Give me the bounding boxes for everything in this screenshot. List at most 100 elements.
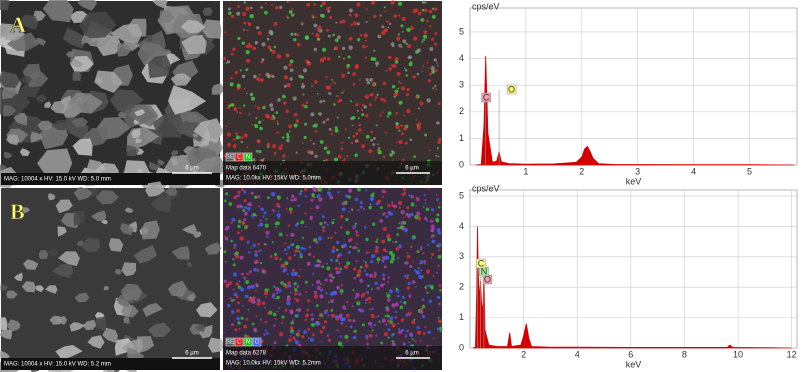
map-dot	[438, 302, 441, 306]
map-dot	[382, 273, 386, 277]
map-dot	[310, 322, 315, 327]
map-dot	[402, 158, 405, 161]
map-dot	[391, 150, 394, 153]
map-dot	[359, 278, 364, 283]
map-dot	[322, 56, 327, 60]
map-dot	[234, 194, 238, 198]
map-dot	[403, 192, 406, 196]
map-dot	[357, 208, 360, 211]
particle	[124, 207, 134, 213]
map-dot	[292, 319, 295, 322]
map-dot	[265, 72, 270, 77]
map-dot	[439, 288, 442, 292]
map-dot	[339, 289, 344, 293]
map-dot	[258, 120, 262, 125]
particle	[196, 302, 218, 318]
map-dot	[404, 141, 408, 145]
map-dot	[405, 228, 408, 230]
map-dot	[300, 75, 304, 79]
map-dot	[385, 323, 388, 326]
map-dot	[370, 138, 374, 142]
map-dot	[295, 309, 298, 312]
y-tick-label: 3	[459, 251, 464, 261]
map-dot	[264, 223, 269, 228]
particle	[71, 59, 83, 68]
map-dot	[311, 32, 314, 35]
map-dot	[326, 6, 330, 11]
map-dot	[356, 109, 359, 112]
map-dot	[410, 212, 414, 216]
peak-label: C	[478, 258, 485, 268]
map-dot	[384, 314, 387, 317]
map-dot	[436, 62, 439, 64]
map-dot	[382, 155, 386, 159]
map-dot	[337, 35, 341, 40]
map-dot	[294, 223, 298, 227]
map-dot	[305, 101, 309, 104]
particle	[95, 190, 120, 205]
map-dot	[341, 202, 346, 206]
map-dot	[232, 272, 238, 277]
map-dot	[420, 307, 424, 311]
map-dot	[301, 335, 305, 339]
map-dot	[240, 140, 243, 144]
map-dot	[379, 219, 383, 223]
map-image	[223, 187, 443, 371]
particle	[14, 272, 23, 282]
map-dot	[297, 290, 299, 293]
map-dot	[276, 131, 279, 134]
map-dot	[273, 151, 277, 155]
map-dot	[322, 325, 326, 330]
map-dot	[339, 313, 343, 317]
map-dot	[406, 254, 411, 259]
map-dot	[391, 44, 395, 48]
map-dot	[304, 318, 307, 321]
map-dot	[406, 27, 411, 32]
map-dot	[246, 146, 249, 149]
particle	[21, 281, 36, 293]
map-dot	[294, 297, 297, 300]
map-dot	[313, 196, 316, 199]
map-dot	[322, 99, 326, 103]
map-dot	[293, 282, 297, 286]
map-dot	[356, 22, 360, 26]
map-dot	[434, 42, 438, 46]
map-dot	[425, 269, 431, 274]
map-dot	[275, 5, 279, 10]
y-tick-label: 1	[459, 312, 464, 322]
map-dot	[381, 259, 385, 263]
particle	[73, 186, 93, 201]
map-dot	[421, 0, 426, 4]
map-dot	[341, 19, 346, 24]
map-dot	[267, 45, 272, 50]
map-dot	[232, 263, 236, 267]
map-dot	[436, 121, 440, 125]
map-dot	[306, 261, 311, 266]
map-dot	[329, 236, 333, 240]
map-dot	[302, 142, 304, 145]
map-dot	[317, 263, 321, 268]
map-dot	[267, 34, 269, 37]
map-dot	[386, 115, 389, 118]
map-dot	[290, 271, 296, 276]
map-title: Map data 6470	[226, 166, 267, 172]
map-dot	[322, 229, 325, 233]
map-dot	[256, 139, 261, 144]
map-dot	[330, 83, 333, 86]
map-dot	[289, 68, 294, 72]
map-dot	[234, 106, 237, 110]
map-dot	[309, 139, 312, 142]
map-dot	[327, 34, 331, 38]
map-dot	[372, 222, 376, 226]
map-dot	[377, 34, 382, 39]
map-dot	[363, 105, 367, 109]
map-dot	[243, 190, 247, 194]
particle	[79, 11, 117, 39]
map-dot	[334, 128, 339, 133]
map-dot	[381, 239, 385, 244]
map-dot	[285, 109, 289, 113]
particle	[71, 117, 88, 127]
map-dot	[292, 13, 295, 16]
map-dot	[437, 155, 440, 158]
map-dot	[272, 312, 277, 317]
